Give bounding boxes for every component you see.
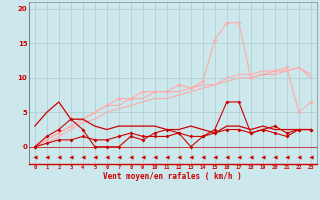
X-axis label: Vent moyen/en rafales ( km/h ): Vent moyen/en rafales ( km/h ) xyxy=(103,172,242,181)
